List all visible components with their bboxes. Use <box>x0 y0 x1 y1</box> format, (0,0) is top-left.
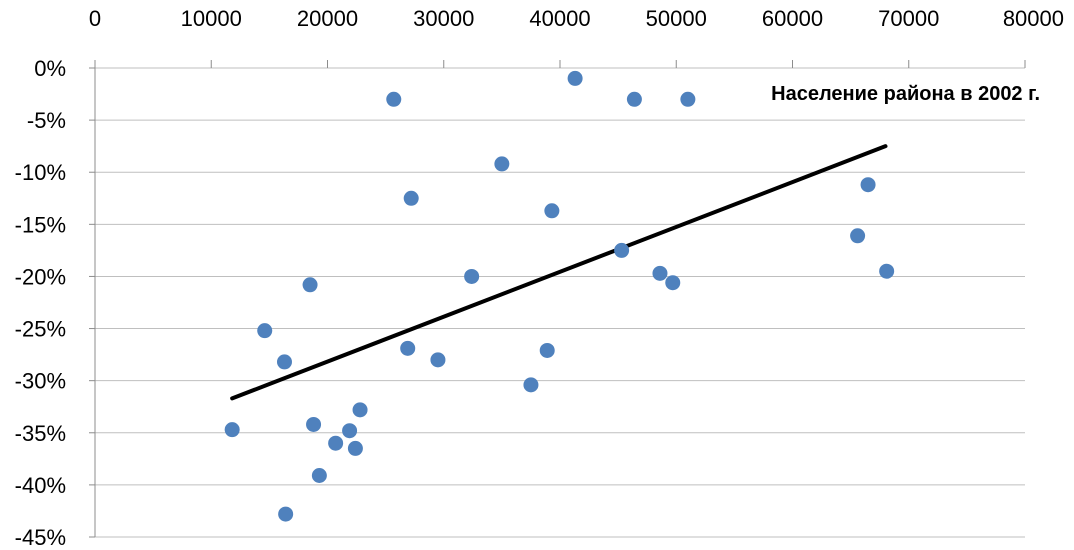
x-tick-label: 50000 <box>646 6 707 31</box>
data-point <box>306 416 322 432</box>
data-point <box>257 323 273 339</box>
y-tick-label: 0% <box>34 56 66 81</box>
data-point <box>665 275 681 291</box>
x-tick-label: 80000 <box>1003 6 1064 31</box>
data-point <box>342 423 358 439</box>
data-point <box>539 342 555 358</box>
data-point <box>879 263 895 279</box>
data-point <box>523 377 539 393</box>
trendline-layer <box>230 144 888 401</box>
axes <box>89 60 1026 538</box>
y-tick-label: -30% <box>15 369 66 394</box>
y-axis-tick-labels: 0% -5% -10% -15% -20% -25% -30% -35% -40% -45% <box>15 56 66 550</box>
data-point <box>614 242 630 258</box>
y-tick-label: -20% <box>15 264 66 289</box>
data-point <box>386 91 402 107</box>
y-tick-label: -35% <box>15 421 66 446</box>
data-point <box>544 203 560 219</box>
data-point <box>352 402 368 418</box>
data-point <box>494 156 510 172</box>
data-point <box>400 340 416 356</box>
x-tick-label: 20000 <box>297 6 358 31</box>
data-points <box>224 70 895 522</box>
gridlines <box>95 67 1025 538</box>
data-point <box>224 422 240 438</box>
data-point <box>430 352 446 368</box>
data-point <box>311 468 327 484</box>
x-axis-tick-labels: 0 10000 20000 30000 40000 50000 60000 70000 8000… <box>89 6 1064 31</box>
y-tick-label: -25% <box>15 317 66 342</box>
series-annotation: Население района в 2002 г. <box>771 83 1040 105</box>
data-point <box>302 277 318 293</box>
x-tick-label: 30000 <box>413 6 474 31</box>
y-tick-label: -5% <box>27 108 66 133</box>
data-point <box>403 190 419 206</box>
x-tick-label: 0 <box>89 6 101 31</box>
data-point <box>278 506 294 522</box>
data-point <box>567 70 583 86</box>
data-point <box>347 440 363 456</box>
data-point <box>860 177 876 193</box>
data-point <box>850 228 866 244</box>
data-point <box>652 265 668 281</box>
data-point <box>680 91 696 107</box>
data-point <box>626 91 642 107</box>
y-tick-label: -40% <box>15 473 66 498</box>
x-tick-label: 10000 <box>181 6 242 31</box>
y-tick-label: -10% <box>15 160 66 185</box>
data-point <box>276 354 292 370</box>
data-point <box>464 268 480 284</box>
x-tick-label: 40000 <box>529 6 590 31</box>
x-tick-label: 70000 <box>878 6 939 31</box>
y-tick-label: -45% <box>15 525 66 550</box>
trendline <box>230 144 888 401</box>
y-tick-label: -15% <box>15 212 66 237</box>
data-point <box>328 435 344 451</box>
x-tick-label: 60000 <box>762 6 823 31</box>
